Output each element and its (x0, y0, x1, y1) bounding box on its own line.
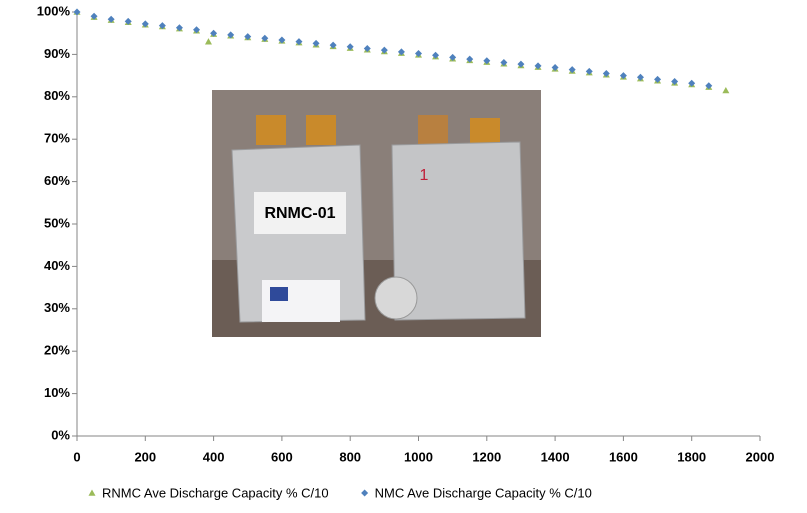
point (204, 38, 212, 45)
point (261, 34, 269, 42)
point (500, 58, 508, 66)
point (619, 72, 627, 80)
y-tick-label: 60% (44, 173, 70, 188)
point (517, 60, 525, 68)
point (654, 75, 662, 83)
x-tick-label: 800 (339, 449, 361, 464)
point (363, 44, 371, 52)
y-tick-label: 20% (44, 343, 70, 358)
point (329, 41, 337, 49)
point (175, 24, 183, 32)
point (193, 26, 201, 34)
point (466, 55, 474, 63)
point (278, 36, 286, 44)
legend-label: NMC Ave Discharge Capacity % C/10 (375, 485, 592, 500)
y-tick-label: 0% (51, 427, 70, 442)
y-tick-label: 40% (44, 258, 70, 273)
y-tick-label: 50% (44, 215, 70, 230)
point (90, 12, 98, 20)
cell-number: 1 (420, 167, 429, 184)
point (636, 73, 644, 81)
point (312, 39, 320, 47)
point (671, 78, 679, 86)
legend-label: RNMC Ave Discharge Capacity % C/10 (102, 485, 329, 500)
y-tick-label: 80% (44, 88, 70, 103)
x-tick-label: 2000 (746, 449, 775, 464)
point (585, 67, 593, 75)
legend-marker (361, 489, 369, 497)
point (432, 51, 440, 59)
point (158, 22, 166, 30)
y-tick-label: 70% (44, 131, 70, 146)
cell-photo: RNMC-01 1 (212, 90, 541, 337)
point (141, 20, 149, 28)
x-tick-label: 1000 (404, 449, 433, 464)
point (380, 46, 388, 54)
x-tick-label: 1600 (609, 449, 638, 464)
point (227, 31, 235, 39)
point (568, 66, 576, 74)
point (602, 69, 610, 77)
cell-label: RNMC-01 (264, 205, 335, 222)
x-tick-label: 1200 (472, 449, 501, 464)
x-tick-label: 400 (203, 449, 225, 464)
point (73, 8, 81, 16)
point (244, 33, 252, 41)
y-tick-label: 90% (44, 46, 70, 61)
point (124, 17, 132, 25)
point (551, 64, 559, 72)
x-tick-label: 1400 (541, 449, 570, 464)
legend-marker (88, 489, 96, 496)
x-tick-label: 200 (134, 449, 156, 464)
x-tick-label: 1800 (677, 449, 706, 464)
point (210, 29, 218, 37)
point (483, 57, 491, 65)
point (534, 62, 542, 70)
point (415, 50, 422, 58)
point (397, 48, 405, 56)
x-tick-label: 600 (271, 449, 293, 464)
point (295, 38, 303, 46)
point (705, 82, 713, 90)
y-tick-label: 10% (44, 385, 70, 400)
point (722, 86, 730, 94)
y-tick-label: 30% (44, 300, 70, 315)
point (449, 53, 457, 61)
point (346, 43, 354, 51)
y-tick-label: 100% (37, 3, 71, 18)
x-tick-label: 0 (73, 449, 80, 464)
point (107, 15, 115, 23)
point (688, 79, 696, 87)
